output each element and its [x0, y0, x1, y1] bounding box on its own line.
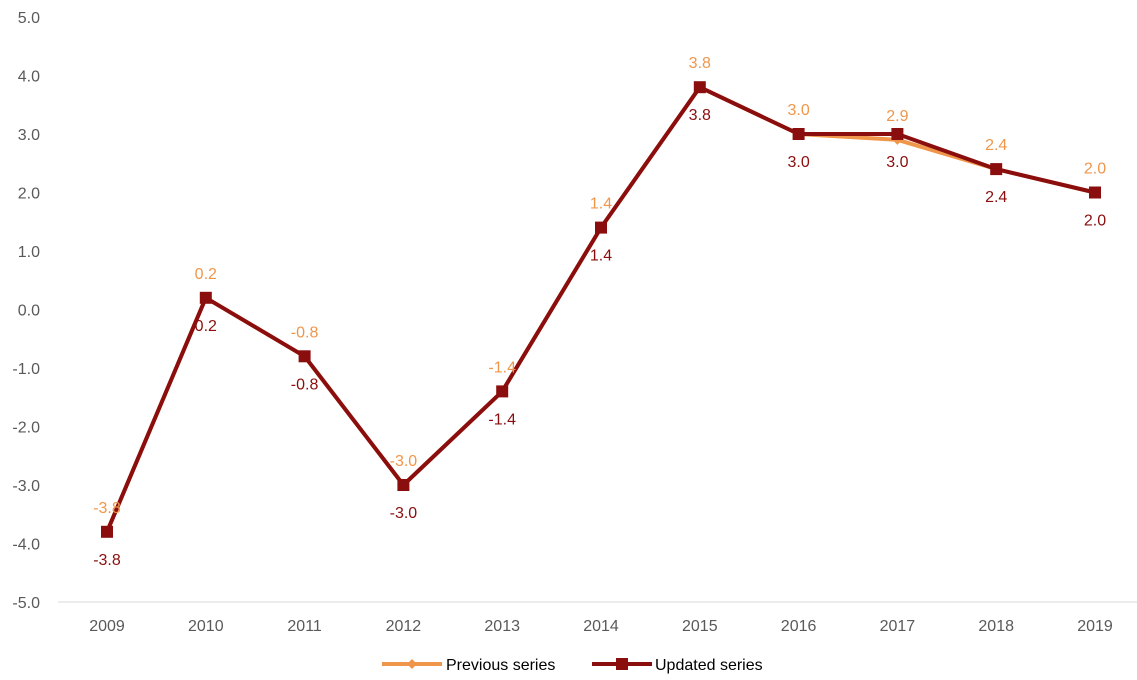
data-label-updated: 3.0 [787, 154, 809, 171]
data-label-updated: -1.4 [488, 411, 516, 428]
data-label-previous: -3.8 [93, 500, 121, 517]
series-line-previous [105, 85, 1096, 533]
data-point-updated [298, 350, 311, 363]
y-tick-label: -1.0 [12, 361, 40, 378]
data-label-updated: 1.4 [590, 248, 612, 265]
x-tick-label: 2018 [978, 618, 1014, 635]
data-label-previous: 2.9 [886, 108, 908, 125]
y-tick-label: 0.0 [18, 303, 40, 320]
legend-label-updated: Updated series [655, 657, 763, 674]
y-axis: 5.0 4.0 3.0 2.0 1.0 0.0 -1.0 -2.0 -3.0 -4.0 -5.0 [12, 10, 40, 612]
data-label-previous: -0.8 [291, 324, 319, 341]
y-tick-label: 5.0 [18, 10, 40, 27]
x-tick-label: 2014 [583, 618, 619, 635]
data-label-previous: 3.0 [787, 102, 809, 119]
data-point-updated [693, 81, 706, 94]
y-tick-label: -5.0 [12, 595, 40, 612]
y-tick-label: 4.0 [18, 69, 40, 86]
x-tick-label: 2016 [781, 618, 817, 635]
x-tick-label: 2017 [880, 618, 916, 635]
data-labels: -3.8 0.2 -0.8 -3.0 -1.4 1.4 3.8 3.0 2.9 2.4 2.0 -3.… [93, 55, 1106, 569]
legend-label-previous: Previous series [446, 657, 555, 674]
y-tick-label: -3.0 [12, 478, 40, 495]
series-layer [101, 81, 1101, 538]
legend-swatch-updated-marker [616, 658, 628, 670]
legend: Previous series Updated series [382, 657, 763, 674]
data-label-updated: 2.0 [1084, 213, 1106, 230]
y-tick-label: 1.0 [18, 244, 40, 261]
y-tick-label: 3.0 [18, 127, 40, 144]
y-tick-label: 2.0 [18, 186, 40, 203]
data-label-updated: -0.8 [291, 376, 319, 393]
x-tick-label: 2015 [682, 618, 718, 635]
legend-swatch-previous-marker [407, 659, 417, 669]
data-point-updated [792, 128, 805, 140]
x-tick-label: 2019 [1077, 618, 1113, 635]
data-label-previous: 1.4 [590, 196, 612, 213]
data-point-updated [496, 385, 509, 398]
data-label-previous: 3.8 [689, 55, 711, 72]
data-point-updated [397, 479, 410, 491]
x-axis: 2009 2010 2011 2012 2013 2014 2015 2016 2017 2018… [58, 601, 1137, 635]
x-tick-label: 2012 [386, 618, 422, 635]
data-label-updated: 0.2 [195, 318, 217, 335]
data-point-updated [990, 163, 1003, 176]
y-tick-label: -2.0 [12, 420, 40, 437]
data-label-previous: -3.0 [390, 453, 418, 470]
x-tick-label: 2009 [89, 618, 125, 635]
x-tick-label: 2011 [287, 618, 322, 635]
data-label-previous: 2.4 [985, 137, 1007, 154]
y-tick-label: -4.0 [12, 537, 40, 554]
data-point-updated [199, 291, 212, 304]
x-tick-label: 2010 [188, 618, 224, 635]
data-label-updated: 2.4 [985, 189, 1007, 206]
data-point-updated [1089, 186, 1101, 199]
data-label-updated: -3.8 [93, 552, 121, 569]
data-point-updated [595, 221, 607, 234]
data-label-previous: 2.0 [1084, 161, 1106, 178]
data-label-previous: -1.4 [488, 359, 516, 376]
data-label-updated: 3.8 [689, 107, 711, 124]
data-label-previous: 0.2 [195, 266, 217, 283]
data-label-updated: -3.0 [390, 505, 418, 522]
data-point-updated [891, 128, 904, 140]
data-label-updated: 3.0 [886, 154, 908, 171]
data-point-updated [101, 525, 113, 538]
x-tick-label: 2013 [484, 618, 520, 635]
